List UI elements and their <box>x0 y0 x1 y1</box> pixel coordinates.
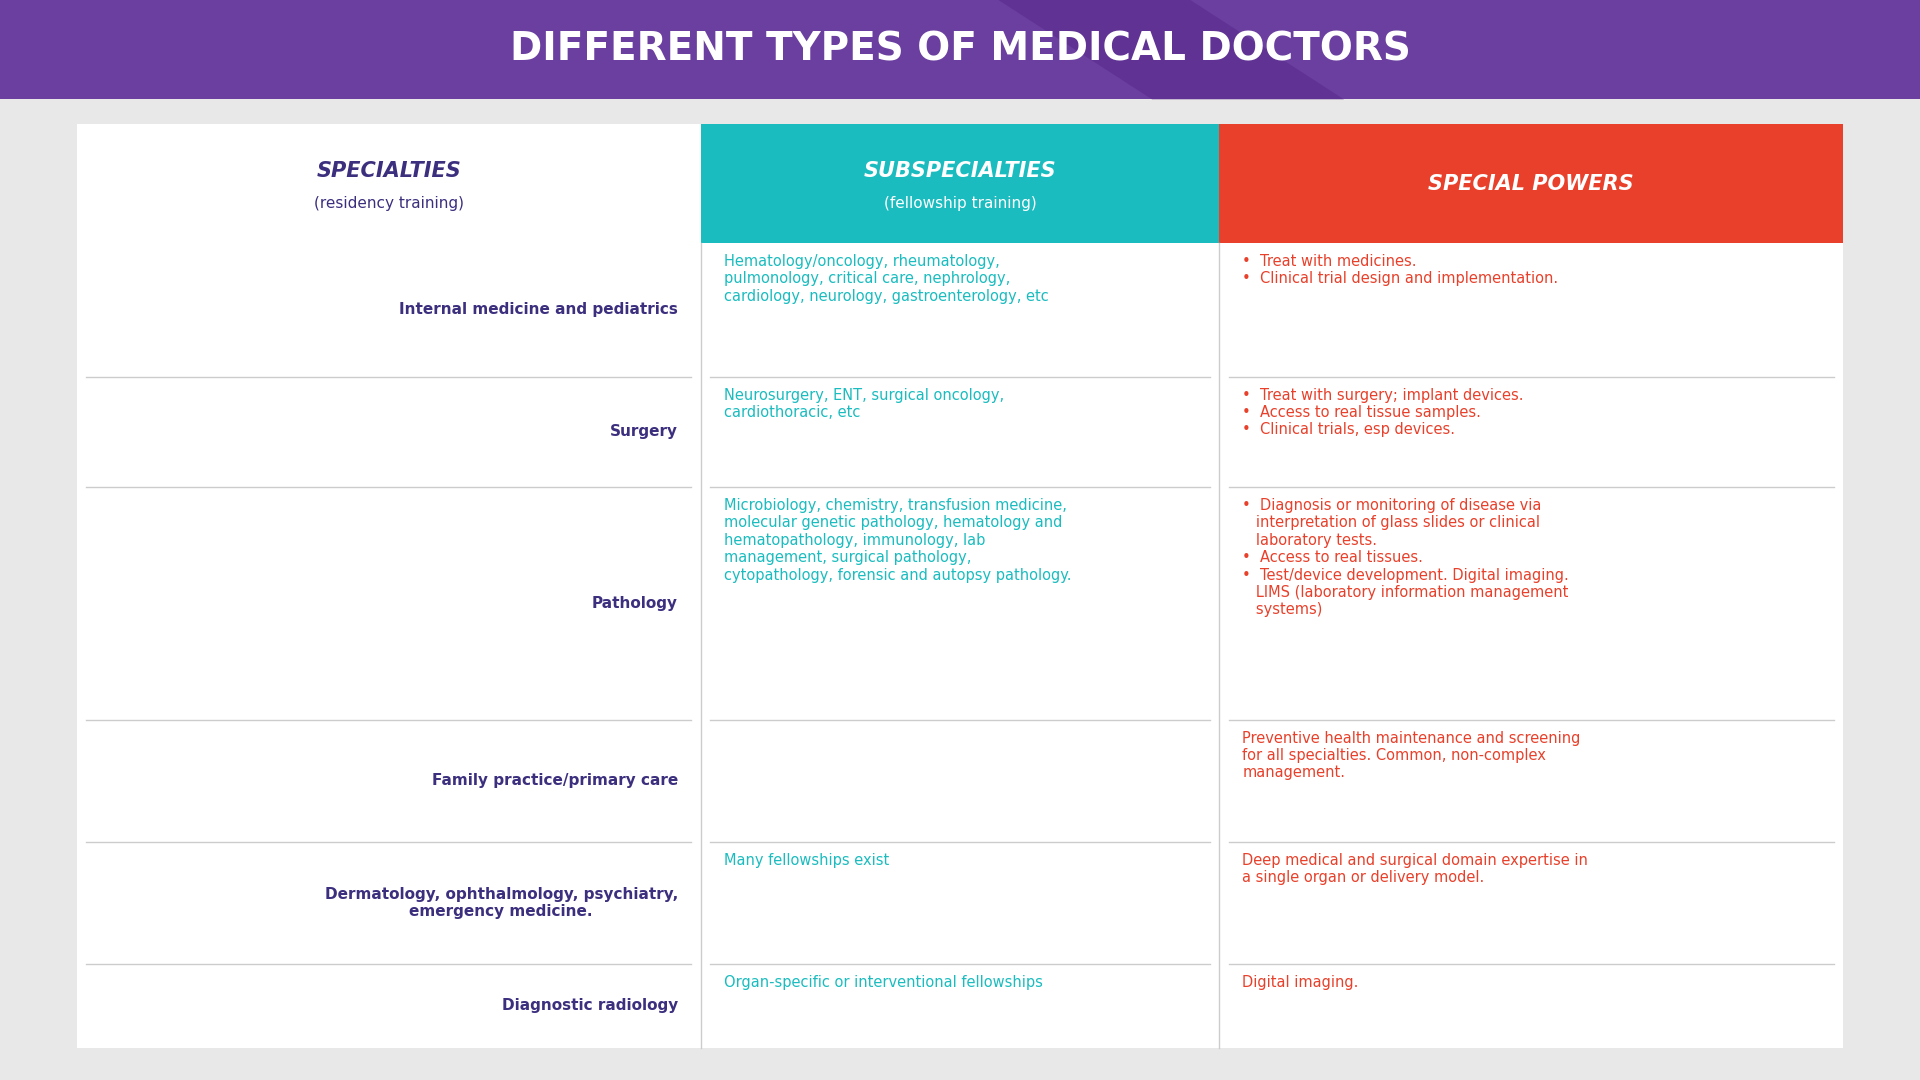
Text: •  Treat with surgery; implant devices.
•  Access to real tissue samples.
•  Cli: • Treat with surgery; implant devices. •… <box>1242 388 1524 437</box>
Text: Organ-specific or interventional fellowships: Organ-specific or interventional fellows… <box>724 974 1043 989</box>
Text: •  Treat with medicines.
•  Clinical trial design and implementation.: • Treat with medicines. • Clinical trial… <box>1242 254 1559 286</box>
Text: Microbiology, chemistry, transfusion medicine,
molecular genetic pathology, hema: Microbiology, chemistry, transfusion med… <box>724 498 1071 582</box>
Text: SPECIALTIES: SPECIALTIES <box>317 161 461 180</box>
Text: Pathology: Pathology <box>591 596 678 611</box>
Text: SUBSPECIALTIES: SUBSPECIALTIES <box>864 161 1056 180</box>
Text: Diagnostic radiology: Diagnostic radiology <box>501 998 678 1013</box>
Text: (residency training): (residency training) <box>313 195 465 211</box>
Text: Preventive health maintenance and screening
for all specialties. Common, non-com: Preventive health maintenance and screen… <box>1242 730 1580 781</box>
Text: Digital imaging.: Digital imaging. <box>1242 974 1359 989</box>
Text: DIFFERENT TYPES OF MEDICAL DOCTORS: DIFFERENT TYPES OF MEDICAL DOCTORS <box>509 30 1411 69</box>
Text: (fellowship training): (fellowship training) <box>883 195 1037 211</box>
Text: Deep medical and surgical domain expertise in
a single organ or delivery model.: Deep medical and surgical domain experti… <box>1242 852 1588 885</box>
Text: Many fellowships exist: Many fellowships exist <box>724 852 889 867</box>
Text: SPECIAL POWERS: SPECIAL POWERS <box>1428 174 1634 193</box>
Text: Family practice/primary care: Family practice/primary care <box>432 773 678 788</box>
Text: Neurosurgery, ENT, surgical oncology,
cardiothoracic, etc: Neurosurgery, ENT, surgical oncology, ca… <box>724 388 1004 420</box>
Text: Internal medicine and pediatrics: Internal medicine and pediatrics <box>399 302 678 318</box>
Text: Dermatology, ophthalmology, psychiatry,
emergency medicine.: Dermatology, ophthalmology, psychiatry, … <box>324 887 678 919</box>
Text: Surgery: Surgery <box>611 424 678 440</box>
Text: Hematology/oncology, rheumatology,
pulmonology, critical care, nephrology,
cardi: Hematology/oncology, rheumatology, pulmo… <box>724 254 1048 303</box>
Text: •  Diagnosis or monitoring of disease via
   interpretation of glass slides or c: • Diagnosis or monitoring of disease via… <box>1242 498 1569 618</box>
